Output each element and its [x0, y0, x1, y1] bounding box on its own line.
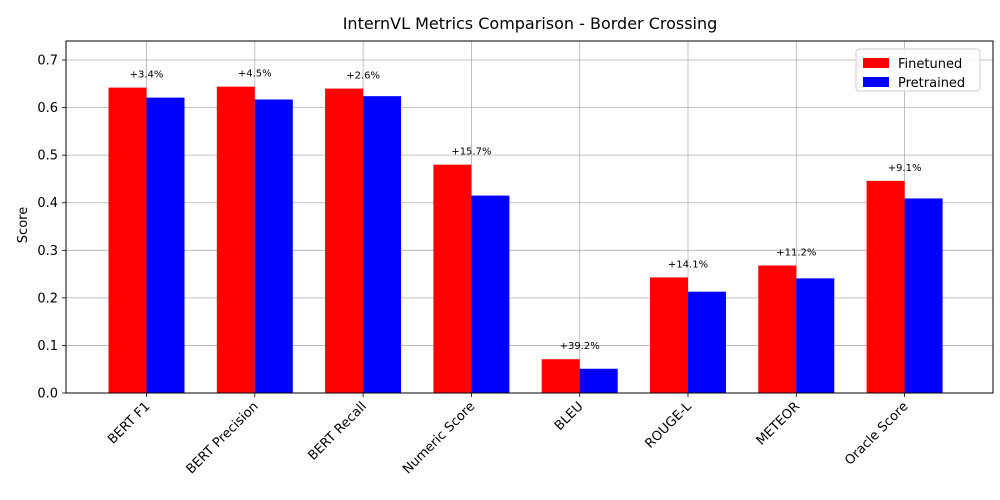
bar-annotations: +3.4% +4.5% +2.6% +15.7% +39.2% +14.1% +11.2% +… [130, 69, 922, 353]
y-tick-label: 0.3 [37, 244, 58, 259]
legend-swatch-finetuned [863, 58, 889, 68]
y-tick-label: 0.7 [37, 54, 58, 69]
improvement-label: +3.4% [130, 70, 164, 81]
bar-finetuned-bert-precision [216, 86, 255, 394]
bar-pretrained-bleu [579, 368, 618, 393]
bar-finetuned-bert-recall [325, 88, 364, 393]
improvement-label: +15.7% [451, 147, 491, 158]
bar-pretrained-numeric-score [471, 195, 510, 393]
improvement-label: +9.1% [888, 163, 922, 174]
y-tick-label: 0.2 [37, 291, 58, 306]
bar-finetuned-meteor [758, 265, 797, 393]
bar-finetuned-bleu [541, 359, 580, 393]
improvement-label: +4.5% [238, 69, 272, 80]
bar-finetuned-rouge-l [650, 277, 688, 393]
chart-title: InternVL Metrics Comparison - Border Cro… [343, 14, 718, 33]
improvement-label: +39.2% [560, 341, 600, 352]
y-tick-label: 0.0 [37, 387, 58, 402]
y-tick-label: 0.5 [37, 149, 58, 164]
bar-pretrained-bert-recall [363, 96, 402, 393]
y-axis: 0.0 0.1 0.2 0.3 0.4 0.5 0.6 0.7 [37, 54, 66, 402]
bar-finetuned-numeric-score [433, 164, 472, 393]
legend: Finetuned Pretrained [855, 48, 981, 92]
improvement-label: +11.2% [776, 248, 816, 259]
bar-finetuned-bert-f1 [108, 87, 147, 394]
bar-pretrained-oracle-score [904, 198, 943, 393]
y-tick-label: 0.4 [37, 196, 58, 211]
improvement-label: +2.6% [346, 71, 380, 82]
legend-label-pretrained: Pretrained [898, 76, 965, 91]
y-axis-label: Score [16, 207, 31, 243]
bar-pretrained-meteor [796, 278, 835, 393]
bar-pretrained-rouge-l [688, 291, 726, 393]
y-tick-label: 0.6 [37, 101, 58, 116]
bar-pretrained-bert-f1 [146, 97, 185, 393]
legend-swatch-pretrained [863, 77, 889, 87]
y-tick-label: 0.1 [37, 339, 58, 354]
bars [108, 86, 943, 394]
plot-frame [65, 40, 994, 394]
bar-finetuned-oracle-score [866, 180, 905, 393]
improvement-label: +14.1% [668, 259, 708, 270]
bar-pretrained-bert-precision [254, 99, 293, 393]
legend-label-finetuned: Finetuned [898, 57, 962, 72]
